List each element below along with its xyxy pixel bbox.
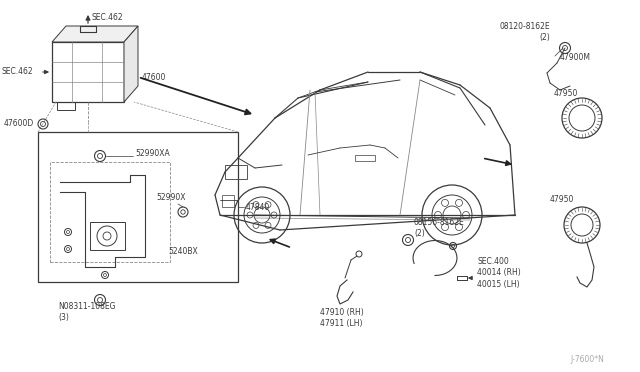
Text: 47600: 47600 bbox=[142, 73, 166, 81]
Bar bbox=[225, 165, 247, 179]
Bar bbox=[57, 102, 75, 110]
Polygon shape bbox=[124, 26, 138, 102]
Text: SEC.462: SEC.462 bbox=[2, 67, 34, 77]
Text: J-7600*N: J-7600*N bbox=[570, 356, 604, 365]
Text: 47950: 47950 bbox=[554, 89, 579, 97]
Bar bbox=[50, 162, 170, 262]
Bar bbox=[90, 222, 125, 250]
Text: 47950: 47950 bbox=[550, 196, 574, 205]
Text: 52990XA: 52990XA bbox=[135, 150, 170, 158]
Text: SEC.400
40014 (RH)
40015 (LH): SEC.400 40014 (RH) 40015 (LH) bbox=[477, 257, 521, 289]
Text: 47840: 47840 bbox=[246, 202, 270, 212]
Text: 47900M: 47900M bbox=[560, 54, 591, 62]
Text: SEC.462: SEC.462 bbox=[92, 13, 124, 22]
Text: 08156-8162E
(2): 08156-8162E (2) bbox=[414, 218, 465, 238]
Text: 47600D: 47600D bbox=[4, 119, 35, 128]
Text: 52990X: 52990X bbox=[156, 192, 186, 202]
Bar bbox=[355, 155, 375, 161]
Text: 08120-8162E
(2): 08120-8162E (2) bbox=[499, 22, 550, 42]
Text: 47910 (RH)
47911 (LH): 47910 (RH) 47911 (LH) bbox=[320, 308, 364, 328]
Text: N08311-108EG
(3): N08311-108EG (3) bbox=[58, 302, 115, 322]
Bar bbox=[222, 195, 234, 207]
Bar bbox=[38, 132, 238, 282]
Bar bbox=[52, 42, 124, 102]
Polygon shape bbox=[52, 26, 138, 42]
Text: 5240BX: 5240BX bbox=[168, 247, 198, 257]
